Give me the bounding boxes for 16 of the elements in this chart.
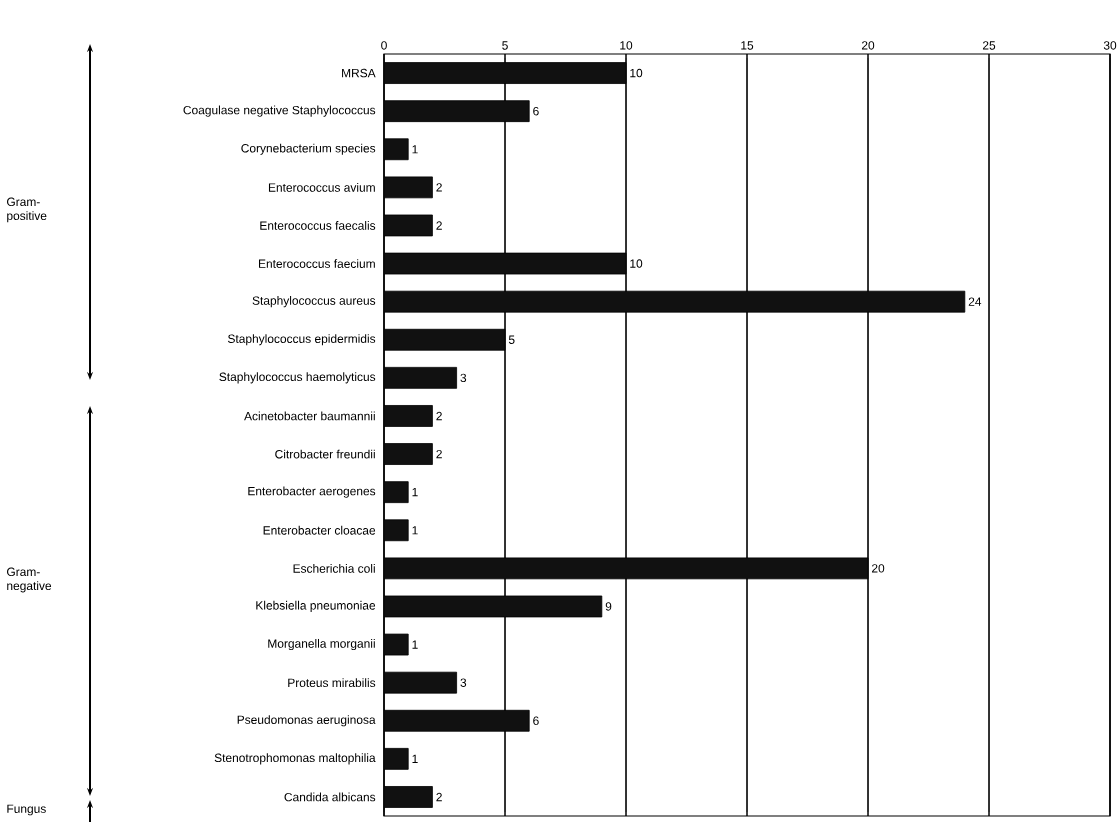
bar — [384, 328, 506, 351]
bar — [384, 557, 869, 580]
bar — [384, 62, 627, 84]
bar — [384, 138, 409, 160]
bar — [384, 252, 627, 275]
bar — [384, 595, 603, 618]
bar — [384, 748, 409, 770]
bar — [384, 709, 530, 732]
bar — [384, 786, 433, 808]
bar — [384, 366, 458, 389]
bar — [384, 481, 409, 503]
bar — [384, 519, 409, 541]
bar — [384, 290, 966, 313]
bar — [384, 100, 530, 123]
bar — [384, 443, 433, 465]
bar — [384, 405, 433, 427]
